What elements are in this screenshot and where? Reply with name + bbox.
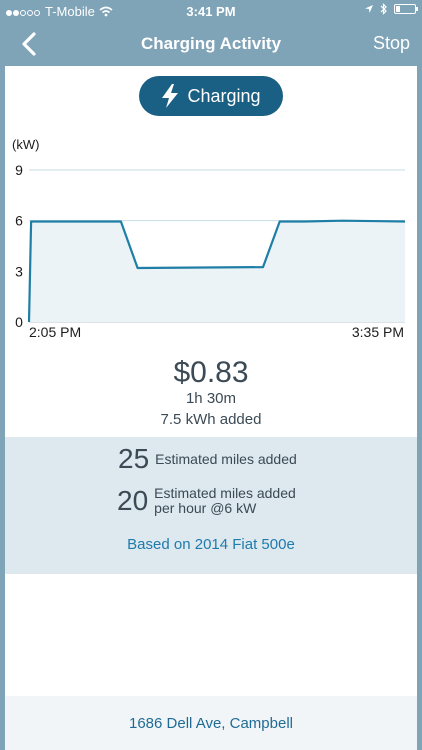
signal-strength-icon bbox=[6, 4, 41, 19]
back-button[interactable] bbox=[16, 28, 46, 60]
vehicle-link[interactable]: Based on 2014 Fiat 500e bbox=[127, 536, 295, 553]
estimates-panel: 25 Estimated miles added 20 Estimated mi… bbox=[5, 437, 417, 574]
bluetooth-icon bbox=[380, 3, 387, 15]
energy-added: 7.5 kWh added bbox=[160, 411, 262, 428]
power-chart: (kW) 0 3 6 9 2:05 PM 3:35 PM bbox=[12, 137, 406, 340]
carrier-name: T-Mobile bbox=[45, 4, 95, 19]
battery-icon bbox=[394, 4, 418, 14]
stop-button[interactable]: Stop bbox=[372, 33, 410, 53]
miles-per-hour-value: 20 bbox=[117, 485, 149, 516]
clock: 3:41 PM bbox=[186, 4, 236, 19]
miles-added-label: Estimated miles added bbox=[155, 450, 297, 467]
miles-per-hour-label: Estimated miles added per hour @6 kW bbox=[154, 486, 296, 516]
y-tick-label: 0 bbox=[15, 314, 23, 330]
y-tick-label: 6 bbox=[15, 213, 23, 229]
session-summary: $0.83 1h 30m 7.5 kWh added bbox=[5, 356, 417, 428]
lightning-icon bbox=[162, 84, 179, 108]
location-footer[interactable]: 1686 Dell Ave, Campbell bbox=[5, 696, 417, 750]
main-content: Charging (kW) 0 3 6 9 2:05 PM 3:35 PM $0.83… bbox=[5, 66, 417, 750]
y-tick-label: 9 bbox=[15, 162, 23, 178]
miles-added-value: 25 bbox=[118, 443, 150, 474]
x-tick-start: 2:05 PM bbox=[29, 324, 81, 340]
location-address: 1686 Dell Ave, Campbell bbox=[129, 714, 293, 732]
chart-series-line bbox=[27, 219, 406, 323]
miles-added-row: 25 Estimated miles added bbox=[118, 443, 297, 475]
x-tick-end: 3:35 PM bbox=[352, 324, 404, 340]
location-arrow-icon bbox=[365, 5, 373, 13]
session-duration: 1h 30m bbox=[185, 390, 237, 407]
chart-area-fill bbox=[29, 220, 405, 322]
navigation-bar: Charging Activity Stop bbox=[0, 22, 422, 66]
charging-status-badge: Charging bbox=[139, 76, 283, 116]
session-cost: $0.83 bbox=[173, 356, 249, 389]
chevron-left-icon bbox=[22, 32, 36, 56]
wifi-icon bbox=[99, 6, 113, 17]
miles-per-hour-label-line2: per hour @6 kW bbox=[154, 500, 257, 516]
page-title: Charging Activity bbox=[140, 34, 282, 53]
miles-per-hour-row: 20 Estimated miles added per hour @6 kW bbox=[117, 485, 296, 517]
charging-status-label: Charging bbox=[187, 85, 261, 106]
status-bar: T-Mobile 3:41 PM bbox=[0, 0, 422, 22]
miles-per-hour-label-line1: Estimated miles added bbox=[154, 485, 296, 501]
y-tick-label: 3 bbox=[15, 263, 23, 279]
y-axis-label: (kW) bbox=[12, 137, 39, 152]
